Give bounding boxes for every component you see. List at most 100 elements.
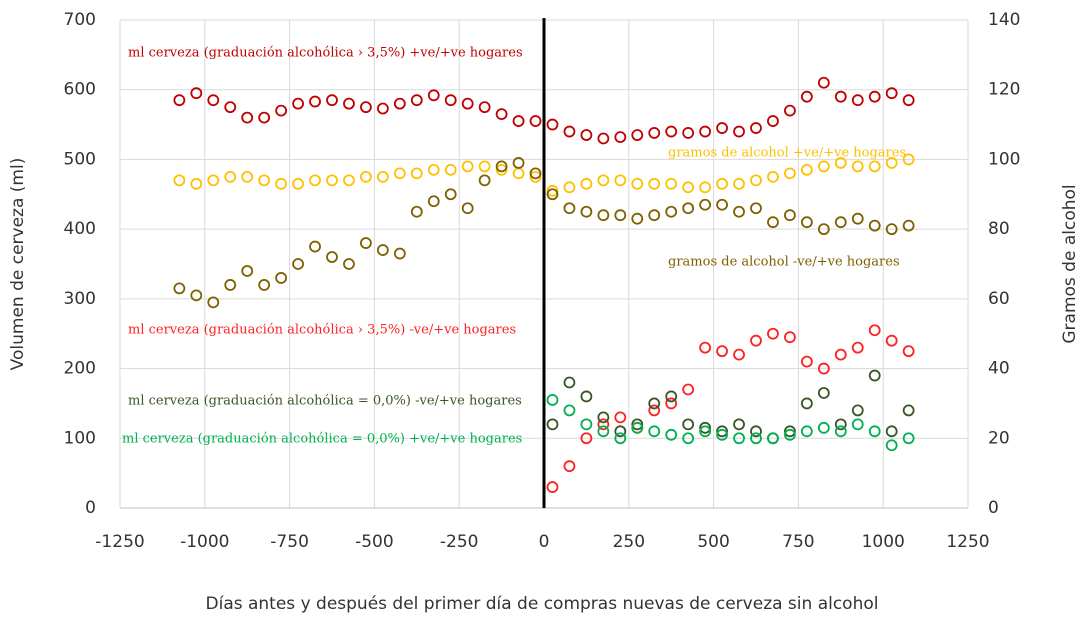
point [868,219,881,232]
point [631,177,644,190]
point [716,425,728,438]
point [800,216,813,229]
point [631,421,644,434]
point [275,104,288,117]
point [631,129,644,141]
point [376,244,389,256]
point [767,170,779,183]
point [275,177,288,190]
y-tick-label: 400 [64,219,96,239]
point [393,167,406,180]
point [326,251,338,263]
point [750,122,762,134]
point [784,425,796,438]
point [631,212,644,225]
point [817,76,830,89]
point [614,411,627,424]
point [580,177,593,190]
point [851,341,864,354]
point [902,153,915,166]
point [614,425,627,438]
y-tick-label: 0 [85,498,96,518]
point [580,390,593,403]
point [580,418,593,431]
point [580,205,593,218]
point [784,104,796,117]
point [343,174,355,187]
point [190,87,203,100]
point [733,125,745,138]
point [614,174,627,187]
point [563,202,576,215]
point [902,94,915,107]
point [750,202,762,215]
point [427,195,440,208]
point [546,481,559,493]
point [733,177,745,190]
point [834,157,847,169]
point [563,404,576,417]
y2-tick-label: 140 [988,10,1020,30]
point [512,115,525,127]
point [461,160,474,173]
point [207,174,220,187]
point [733,348,745,361]
point [851,212,864,225]
point [241,170,254,183]
point [224,279,237,291]
point [444,188,457,201]
point [563,376,576,389]
point [851,160,864,173]
point [902,432,915,445]
point [682,432,695,445]
point [360,170,372,183]
point [665,428,678,441]
point [478,160,491,173]
point [376,102,389,115]
point [800,90,813,103]
point [444,94,457,107]
point [885,87,898,100]
point [546,188,559,201]
point [393,97,406,110]
point [478,101,491,114]
point [682,202,695,215]
point [902,404,915,417]
point [410,167,423,180]
x-tick-label: 750 [782,532,814,552]
series-label: gramos de alcohol -ve/+ve hogares [668,255,900,270]
point [834,216,847,229]
point [733,205,745,218]
point [800,163,813,176]
point [716,428,728,441]
point [834,418,847,431]
point [699,421,712,434]
y2-tick-label: 20 [988,428,1010,448]
point [224,101,237,114]
x-tick-label: 1250 [946,532,989,552]
point [851,418,864,431]
x-tick-label: -1250 [95,532,144,552]
y2-tick-label: 60 [988,289,1010,309]
point [580,432,593,445]
point [784,331,796,344]
point [665,390,678,403]
point [767,432,779,445]
point [902,345,915,358]
point [902,219,915,232]
x-tick-label: -1000 [180,532,229,552]
point [800,425,813,438]
point [868,324,881,337]
x-tick-label: -750 [270,532,309,552]
point [309,240,321,253]
y-tick-label: 200 [64,359,96,379]
y-tick-label: 300 [64,289,96,309]
point [207,296,220,309]
point [834,425,847,438]
point [546,394,559,406]
point [885,425,898,438]
point [190,177,203,190]
point [800,397,813,410]
point [817,387,830,399]
